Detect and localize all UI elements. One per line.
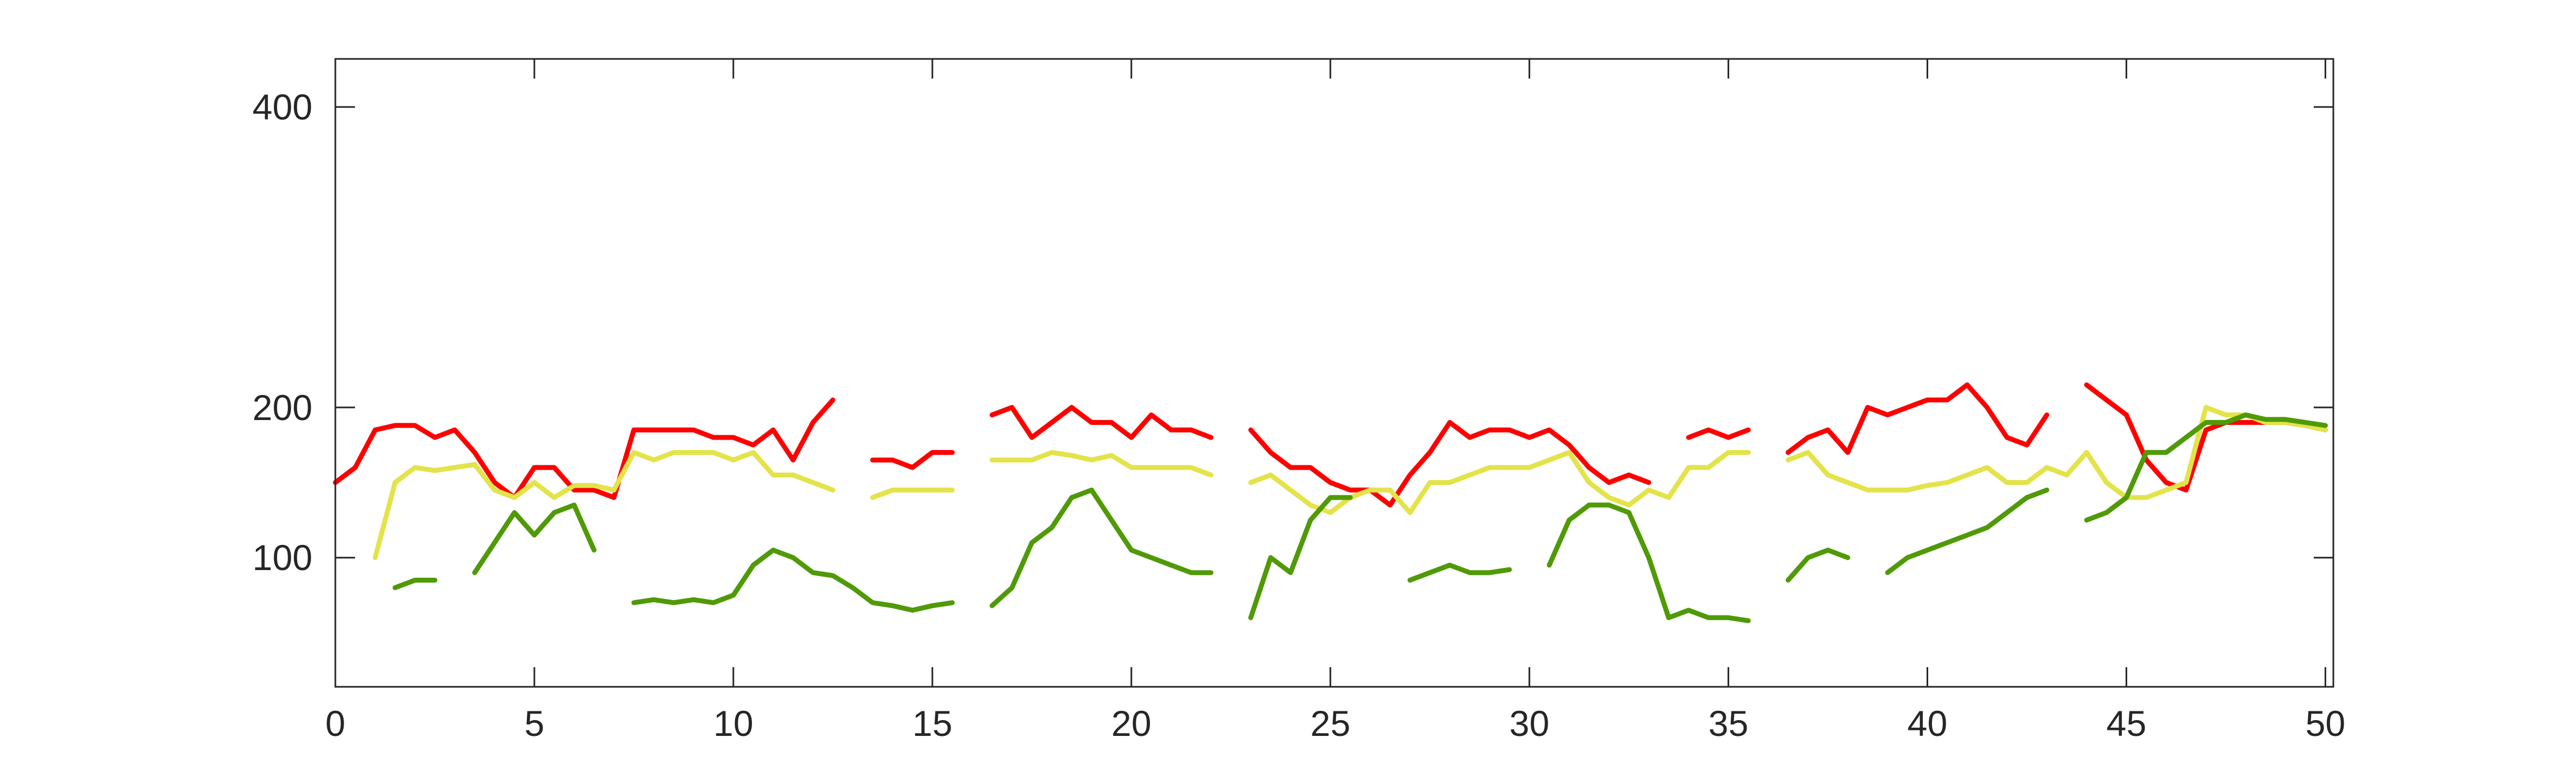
plot-frame	[334, 58, 2334, 688]
series-line	[989, 487, 1214, 608]
series-line	[1407, 562, 1512, 583]
series-line	[870, 450, 955, 470]
series-line	[472, 502, 597, 576]
series-line	[1885, 487, 2049, 576]
series-line	[1248, 495, 1353, 620]
y-tick-label: 200	[252, 387, 312, 428]
x-tick-label: 30	[1509, 703, 1549, 744]
x-tick-label: 10	[713, 703, 753, 744]
x-tick-label: 40	[1907, 703, 1947, 744]
series-line	[1785, 547, 1850, 583]
y-tick-label: 400	[252, 87, 312, 127]
series-line	[333, 397, 835, 500]
x-tick-label: 5	[525, 703, 545, 744]
series-line	[372, 450, 835, 560]
series-line	[1248, 420, 1652, 508]
series-line	[1785, 382, 2049, 455]
series-line	[870, 487, 955, 500]
series-line	[1785, 405, 2328, 500]
series-line	[1546, 502, 1751, 624]
series-line	[393, 578, 437, 590]
series-line	[2084, 412, 2328, 523]
x-tick-label: 35	[1708, 703, 1748, 744]
x-tick-label: 15	[912, 703, 952, 744]
series-line	[631, 547, 955, 613]
y-tick-label: 100	[252, 537, 312, 578]
series-line	[989, 450, 1214, 478]
x-tick-label: 20	[1111, 703, 1151, 744]
x-tick-label: 0	[326, 703, 346, 744]
x-tick-label: 45	[2106, 703, 2146, 744]
series-line	[1686, 427, 1751, 440]
x-tick-label: 50	[2306, 703, 2345, 744]
x-tick-label: 25	[1310, 703, 1350, 744]
series-line	[989, 405, 1214, 440]
series-line	[1248, 450, 1751, 516]
